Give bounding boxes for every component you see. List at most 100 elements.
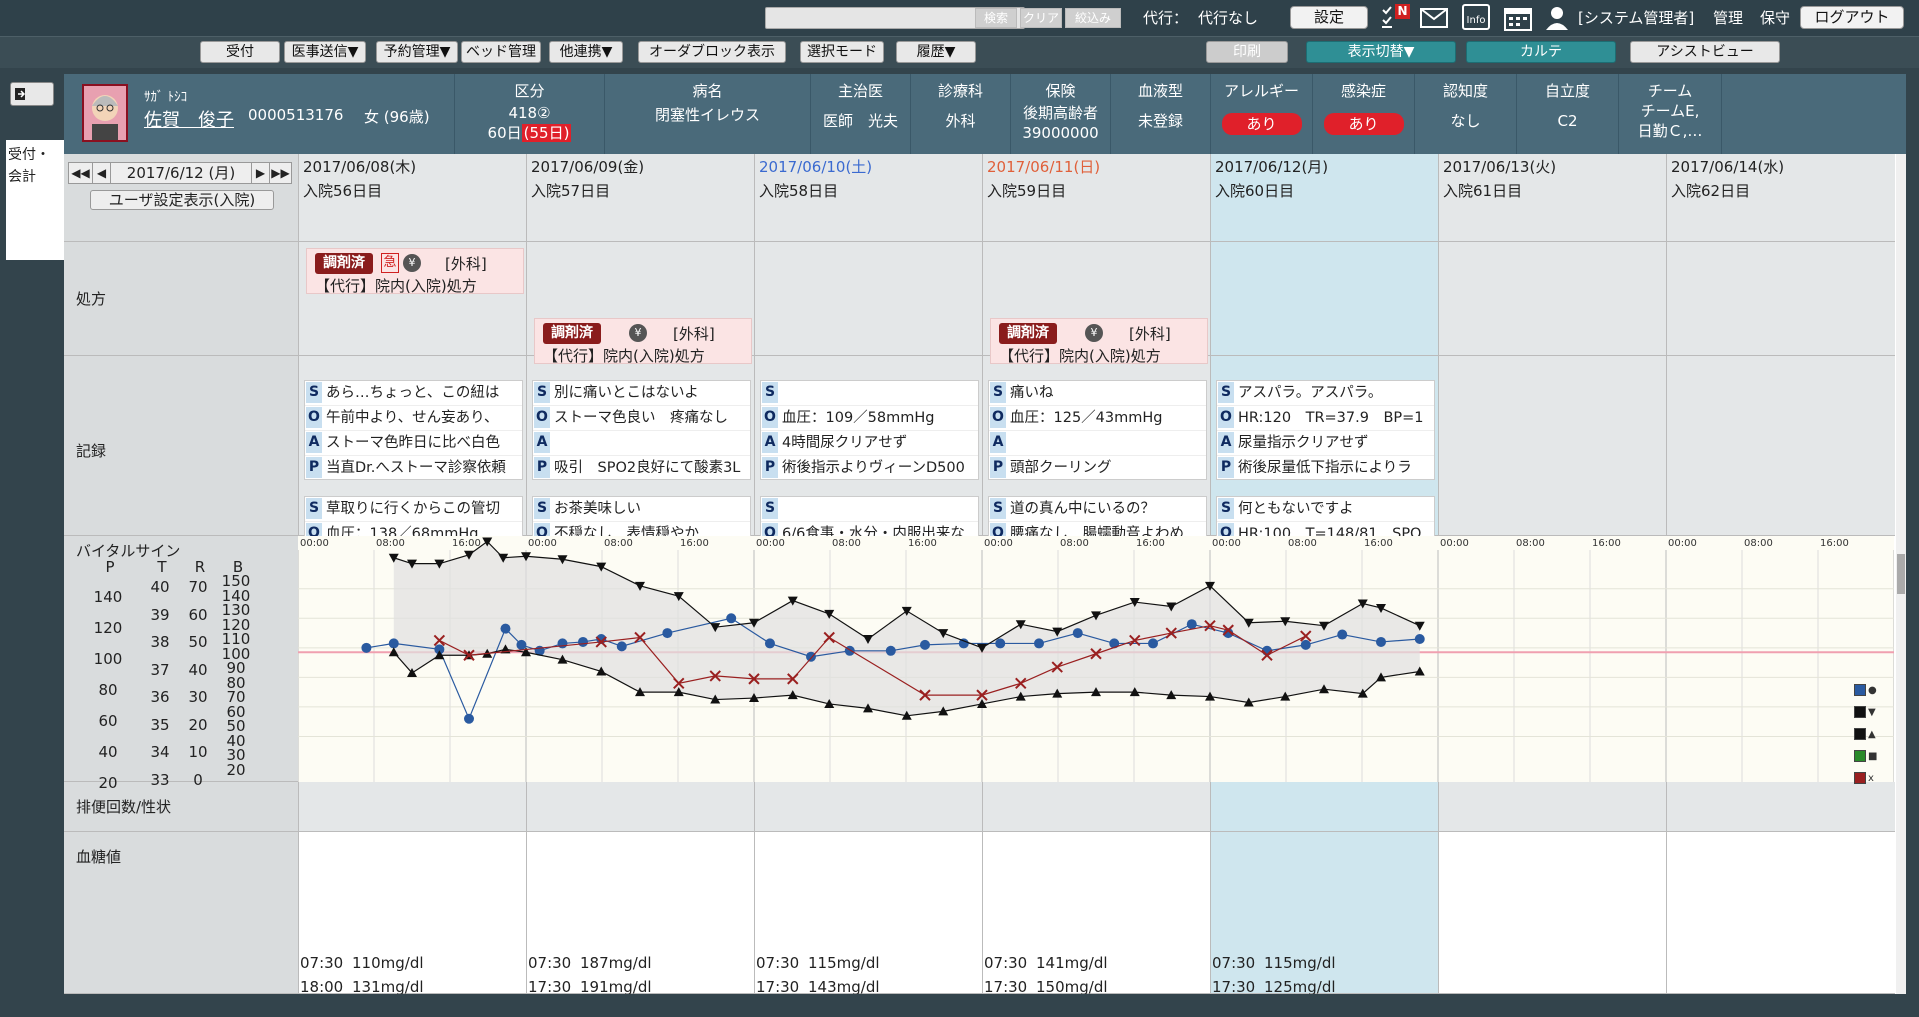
chart-button[interactable]: カルテ xyxy=(1466,41,1616,63)
day-cell[interactable] xyxy=(527,782,755,832)
reception-accounting-tab[interactable]: 受付・会計 xyxy=(6,140,64,260)
day-cell[interactable] xyxy=(1667,242,1895,356)
info-icon[interactable]: Info xyxy=(1462,4,1490,30)
user-setting-button[interactable]: ユーザ設定表示(入院) xyxy=(90,190,274,210)
day-cell[interactable] xyxy=(1667,356,1895,536)
patient-avatar[interactable] xyxy=(82,84,128,142)
soap-line: S お茶美味しい xyxy=(533,497,750,522)
independence-label: 自立度 xyxy=(1544,82,1590,100)
select-mode-button[interactable]: 選択モード xyxy=(800,41,884,63)
prescription-card[interactable]: 調剤済 ¥ [外科] 【代行】院内(入院)処方 xyxy=(990,318,1208,365)
day-cell[interactable] xyxy=(983,782,1211,832)
header-cognition: 認知度 なし xyxy=(1414,74,1516,154)
day-cell[interactable] xyxy=(983,154,1211,242)
day-cell[interactable] xyxy=(1439,154,1667,242)
filter-button[interactable]: 絞込み xyxy=(1065,8,1121,28)
day-cell[interactable] xyxy=(755,832,983,994)
day-cell[interactable] xyxy=(983,832,1211,994)
settings-button[interactable]: 設定 xyxy=(1290,6,1368,29)
bp-high-point xyxy=(434,559,445,569)
prescription-card[interactable]: 調剤済急 ¥ [外科] 【代行】院内(入院)処方 xyxy=(306,248,524,295)
day-cell[interactable] xyxy=(299,782,527,832)
day-cell[interactable] xyxy=(1439,242,1667,356)
reception-button[interactable]: 受付 xyxy=(200,41,280,63)
clear-button[interactable]: クリア xyxy=(1020,8,1062,28)
reservation-menu[interactable]: 予約管理▼ xyxy=(376,41,458,63)
patient-kana: ｻｶﾞ ﾄｼｺ xyxy=(144,90,188,105)
day-date: 2017/06/12(月) xyxy=(1215,158,1329,176)
soap-note[interactable]: S 別に痛いとこはないよ O ストーマ色良い 疼痛なし A P 吸引 SPO2良好にて酸素3… xyxy=(532,380,751,480)
day-cell[interactable] xyxy=(1439,832,1667,994)
bp-low-point xyxy=(863,703,873,713)
first-page-icon[interactable]: ◀◀ xyxy=(69,163,93,183)
search-button[interactable]: 検索 xyxy=(975,8,1017,28)
soap-note[interactable]: S アスパラ。アスパラ。 O HR:120 TR=37.9 BP=1 A 尿量指示クリアせ… xyxy=(1216,380,1435,480)
day-cell[interactable] xyxy=(1667,154,1895,242)
admin-link[interactable]: 管理 xyxy=(1713,9,1744,27)
day-cell[interactable] xyxy=(1667,782,1895,832)
division-value: 418② xyxy=(508,104,551,122)
prescription-card[interactable]: 調剤済 ¥ [外科] 【代行】院内(入院)処方 xyxy=(534,318,752,365)
pulse-point xyxy=(995,638,1006,649)
day-cell[interactable] xyxy=(527,832,755,994)
collapse-toggle[interactable] xyxy=(10,82,54,106)
day-cell[interactable] xyxy=(1211,832,1439,994)
day-cell[interactable] xyxy=(755,242,983,356)
history-menu[interactable]: 履歴▼ xyxy=(896,41,976,63)
next-day-icon[interactable]: ▶ xyxy=(251,163,269,183)
medical-send-menu[interactable]: 医事送信▼ xyxy=(284,41,366,63)
day-cell[interactable] xyxy=(755,154,983,242)
soap-key: P xyxy=(306,457,322,478)
other-link-menu[interactable]: 他連携▼ xyxy=(549,41,623,63)
day-cell[interactable] xyxy=(299,154,527,242)
pulse-point xyxy=(885,645,896,656)
soap-note[interactable]: S 痛いね O 血圧：125／43mmHg A P 頭部クーリング xyxy=(988,380,1207,480)
legend-item[interactable]: ● xyxy=(1854,684,1877,698)
day-stay: 入院58日目 xyxy=(759,182,839,200)
assist-view-button[interactable]: アシストビュー xyxy=(1630,41,1780,63)
soap-note[interactable]: S O 血圧：109／58mmHg A 4時間尿クリアせず P 術後指示よりヴィーンD500 xyxy=(760,380,979,480)
day-cell[interactable] xyxy=(1211,782,1439,832)
day-cell[interactable] xyxy=(755,782,983,832)
order-block-button[interactable]: オーダブロック表示 xyxy=(638,41,786,63)
day-cell[interactable] xyxy=(299,832,527,994)
soap-note[interactable]: S あら…ちょっと、この紐は O 午前中より、せん妄あり、 A ストーマ色昨日に比べ白色 P… xyxy=(304,380,523,480)
day-cell[interactable] xyxy=(527,154,755,242)
current-date[interactable]: 2017/6/12 (月) xyxy=(126,164,236,182)
allergy-badge[interactable]: あり xyxy=(1221,113,1302,135)
checklist-icon[interactable]: N xyxy=(1380,4,1410,32)
print-button[interactable]: 印刷 xyxy=(1206,41,1288,63)
glucose-value: 150mg/dl xyxy=(1036,978,1108,996)
infection-badge[interactable]: あり xyxy=(1323,113,1404,135)
mail-icon[interactable] xyxy=(1420,8,1448,32)
prescription-dept: [外科] xyxy=(1129,325,1171,343)
last-page-icon[interactable]: ▶▶ xyxy=(269,163,291,183)
legend-item[interactable]: ▲ xyxy=(1854,728,1876,742)
legend-item[interactable]: ■ xyxy=(1854,750,1877,764)
bed-management-button[interactable]: ベッド管理 xyxy=(461,41,541,63)
day-cell[interactable] xyxy=(1211,242,1439,356)
display-toggle-menu[interactable]: 表示切替▼ xyxy=(1306,41,1456,63)
scale-tick: 40 xyxy=(226,731,246,750)
legend-item[interactable]: x xyxy=(1854,772,1874,786)
proxy-value: 代行なし xyxy=(1198,9,1259,27)
bp-low-point xyxy=(596,666,607,676)
scrollbar-thumb[interactable] xyxy=(1897,554,1905,594)
day-cell[interactable] xyxy=(1667,832,1895,994)
patient-name[interactable]: 佐賀 俊子 xyxy=(144,110,234,131)
day-cell[interactable] xyxy=(1439,356,1667,536)
prev-day-icon[interactable]: ◀ xyxy=(93,163,111,183)
legend-item[interactable]: ▼ xyxy=(1854,706,1876,720)
calendar-icon[interactable] xyxy=(1504,5,1532,35)
vertical-scrollbar[interactable] xyxy=(1896,154,1906,994)
maintenance-link[interactable]: 保守 xyxy=(1760,9,1791,27)
scale-tick: 39 xyxy=(150,605,170,624)
soap-line: S あら…ちょっと、この紐は xyxy=(305,381,522,406)
bp-high-point xyxy=(1376,603,1386,613)
glucose-reading: 07:30 110mg/dl xyxy=(300,954,424,972)
soap-line: S 何ともないですよ xyxy=(1217,497,1434,522)
day-cell[interactable] xyxy=(1439,782,1667,832)
day-cell[interactable] xyxy=(1211,154,1439,242)
logout-button[interactable]: ログアウト xyxy=(1800,6,1904,29)
row-label-record: 記録 xyxy=(64,356,298,536)
